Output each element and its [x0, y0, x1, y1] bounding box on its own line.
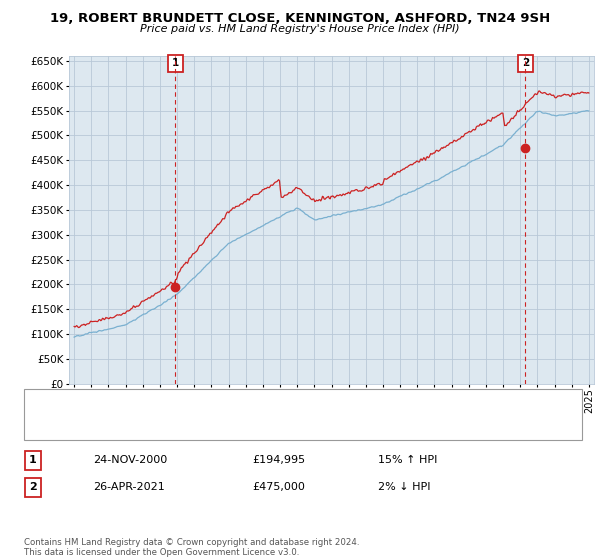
Text: 1: 1	[172, 58, 179, 68]
Text: 1: 1	[29, 455, 37, 465]
Text: 2: 2	[29, 482, 37, 492]
Text: 2% ↓ HPI: 2% ↓ HPI	[378, 482, 431, 492]
Text: Price paid vs. HM Land Registry's House Price Index (HPI): Price paid vs. HM Land Registry's House …	[140, 24, 460, 34]
Text: HPI: Average price, detached house, Ashford: HPI: Average price, detached house, Ashf…	[69, 422, 292, 432]
Text: Contains HM Land Registry data © Crown copyright and database right 2024.
This d: Contains HM Land Registry data © Crown c…	[24, 538, 359, 557]
Text: 24-NOV-2000: 24-NOV-2000	[93, 455, 167, 465]
Text: £194,995: £194,995	[252, 455, 305, 465]
Text: 19, ROBERT BRUNDETT CLOSE, KENNINGTON, ASHFORD, TN24 9SH: 19, ROBERT BRUNDETT CLOSE, KENNINGTON, A…	[50, 12, 550, 25]
Text: ——: ——	[36, 403, 49, 413]
Text: 2: 2	[522, 58, 529, 68]
Text: 15% ↑ HPI: 15% ↑ HPI	[378, 455, 437, 465]
Text: £475,000: £475,000	[252, 482, 305, 492]
Text: 26-APR-2021: 26-APR-2021	[93, 482, 165, 492]
Text: 19, ROBERT BRUNDETT CLOSE, KENNINGTON, ASHFORD, TN24 9SH (detached house): 19, ROBERT BRUNDETT CLOSE, KENNINGTON, A…	[69, 403, 496, 413]
Text: ——: ——	[36, 422, 49, 432]
